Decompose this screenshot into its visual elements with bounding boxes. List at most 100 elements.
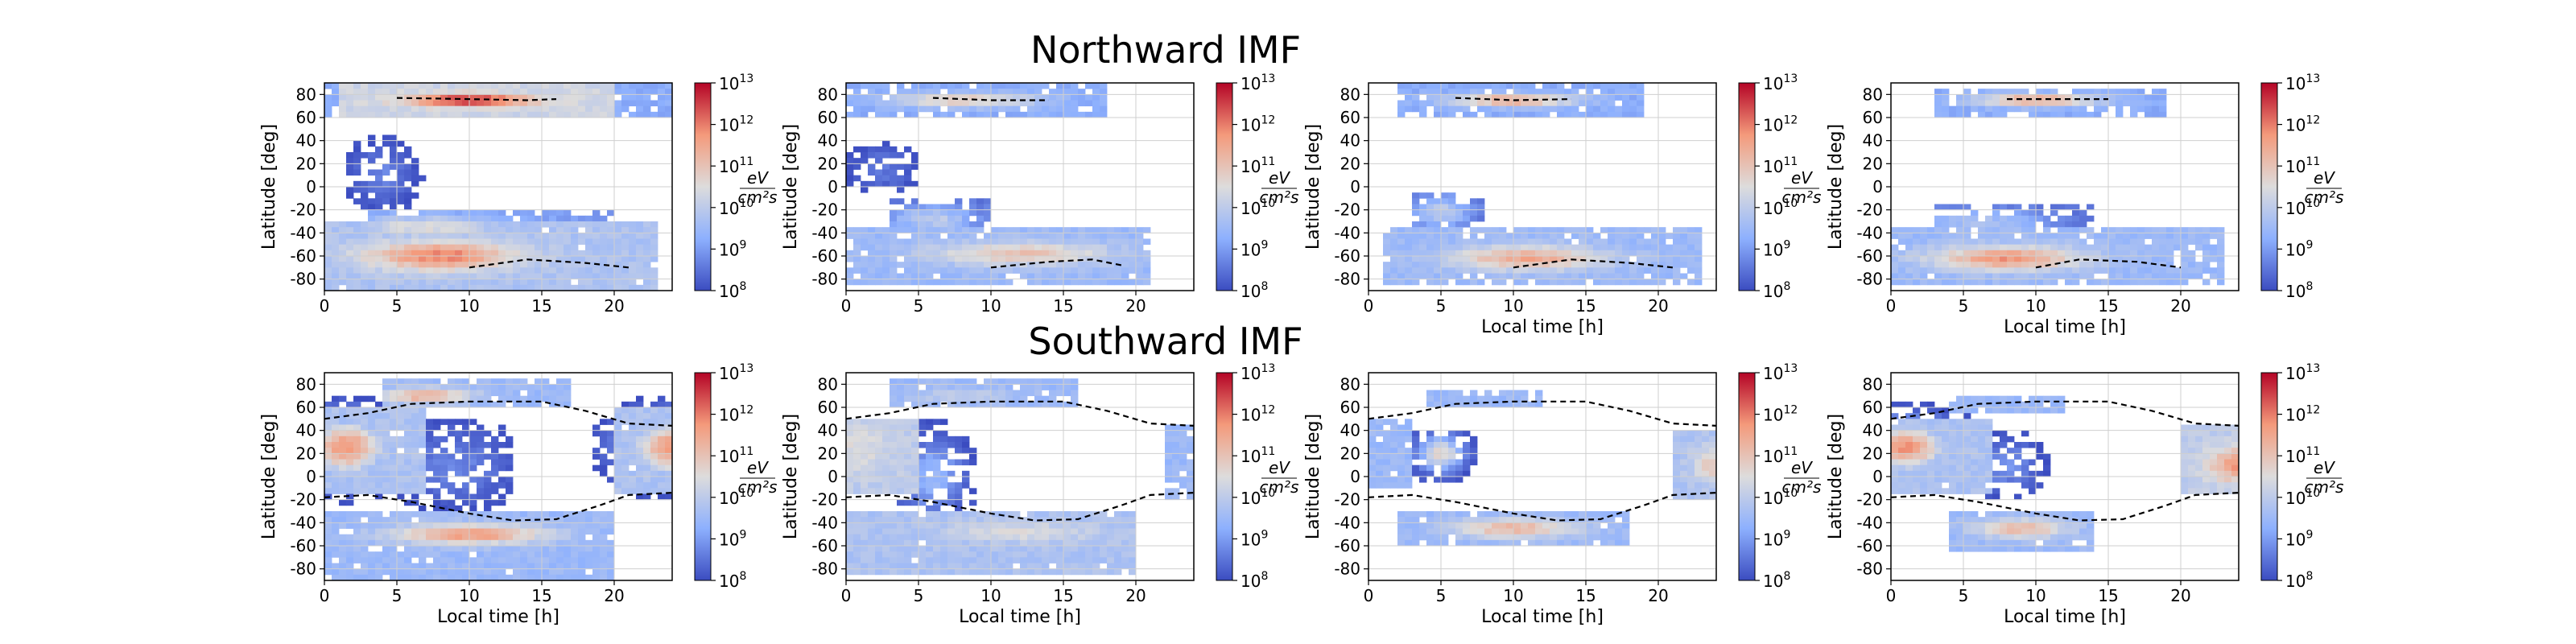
heatmap-cell (969, 279, 977, 286)
heatmap-cell (926, 273, 934, 280)
heatmap-cell (2159, 279, 2167, 286)
heatmap-cell (506, 262, 514, 268)
heatmap-cell (462, 284, 470, 291)
heatmap-cell (621, 470, 630, 477)
heatmap-cell (332, 488, 340, 494)
heatmap-cell (440, 221, 448, 228)
heatmap-cell (600, 83, 608, 89)
heatmap-cell (556, 534, 564, 541)
heatmap-cell (926, 539, 934, 547)
heatmap-cell (1129, 244, 1137, 251)
heatmap-cell (592, 448, 601, 454)
heatmap-cell (1956, 256, 1964, 262)
heatmap-cell (498, 279, 506, 286)
heatmap-cell (897, 522, 905, 529)
heatmap-cell (1542, 250, 1550, 257)
heatmap-cell (643, 83, 651, 89)
heatmap-cell (2159, 111, 2167, 118)
heatmap-cell (411, 94, 419, 101)
heatmap-cell (368, 198, 376, 204)
heatmap-cell (1637, 111, 1645, 118)
heatmap-cell (868, 152, 876, 159)
heatmap-cell (1143, 238, 1151, 246)
heatmap-cell (433, 477, 441, 483)
heatmap-cell (1992, 250, 2000, 257)
heatmap-cell (1687, 233, 1695, 239)
heatmap-cell (976, 94, 985, 101)
heatmap-cell (1680, 262, 1688, 268)
heatmap-cell (397, 390, 405, 397)
heatmap-cell (984, 198, 992, 204)
heatmap-cell (592, 284, 601, 291)
heatmap-cell (1426, 209, 1435, 217)
heatmap-cell (361, 534, 369, 541)
heatmap-cell (875, 511, 883, 518)
heatmap-cell (1071, 244, 1079, 251)
heatmap-cell (578, 221, 586, 228)
heatmap-cell (1092, 83, 1100, 89)
heatmap-cell (976, 89, 985, 95)
heatmap-cell (933, 262, 941, 268)
heatmap-cell (621, 464, 630, 472)
heatmap-cell (1593, 105, 1601, 113)
y-axis-label: Latitude [deg] (1826, 124, 1846, 250)
x-tick-label: 5 (1959, 296, 1969, 316)
heatmap-cell (592, 215, 601, 222)
heatmap-cell (933, 539, 941, 547)
heatmap-cell (2014, 100, 2022, 107)
heatmap-cell (621, 279, 630, 286)
heatmap-cell (585, 233, 593, 239)
heatmap-cell (861, 256, 869, 262)
heatmap-cell (926, 233, 934, 239)
heatmap-cell (861, 488, 869, 494)
heatmap-cell (861, 568, 869, 576)
heatmap-cell (1434, 94, 1442, 101)
heatmap-cell (498, 250, 506, 257)
heatmap-cell (527, 395, 535, 402)
heatmap-cell (2123, 94, 2131, 101)
heatmap-cell (1521, 111, 1529, 118)
heatmap-cell (564, 539, 572, 547)
heatmap-cell (462, 522, 470, 529)
heatmap-cell (1477, 94, 1485, 101)
heatmap-cell (339, 413, 347, 419)
heatmap-cell (520, 100, 528, 107)
heatmap-cell (911, 279, 919, 286)
heatmap-cell (1985, 221, 1993, 228)
heatmap-cell (585, 94, 593, 101)
heatmap-cell (433, 215, 441, 222)
heatmap-cell (636, 284, 644, 291)
heatmap-cell (1934, 227, 1942, 233)
heatmap-cell (477, 233, 485, 239)
heatmap-cell (947, 442, 956, 448)
heatmap-cell (469, 493, 477, 501)
heatmap-cell (904, 448, 912, 454)
heatmap-cell (397, 528, 405, 535)
heatmap-cell (1963, 244, 1971, 251)
heatmap-cell (1434, 233, 1442, 239)
heatmap-cell (2145, 227, 2153, 233)
heatmap-cell (621, 436, 630, 443)
heatmap-cell (469, 227, 477, 233)
heatmap-cell (1593, 279, 1601, 286)
heatmap-cell (861, 563, 869, 570)
heatmap-cell (564, 209, 572, 217)
heatmap-cell (629, 250, 637, 257)
heatmap-cell (1034, 534, 1042, 541)
heatmap-cell (1579, 233, 1587, 239)
heatmap-cell (868, 100, 876, 107)
colorbar-tick-label: 1012 (2285, 114, 2320, 135)
heatmap-cell (455, 227, 463, 233)
heatmap-cell (411, 464, 419, 472)
heatmap-cell (1063, 233, 1071, 239)
heatmap-cell (549, 100, 557, 107)
heatmap-cell (2021, 238, 2029, 246)
heatmap-cell (397, 273, 405, 280)
heatmap-cell (1963, 233, 1971, 239)
heatmap-cell (390, 546, 398, 552)
heatmap-cell (549, 105, 557, 113)
heatmap-cell (339, 238, 347, 246)
heatmap-cell (361, 464, 369, 472)
heatmap-cell (455, 442, 463, 448)
heatmap-cell (853, 546, 861, 552)
